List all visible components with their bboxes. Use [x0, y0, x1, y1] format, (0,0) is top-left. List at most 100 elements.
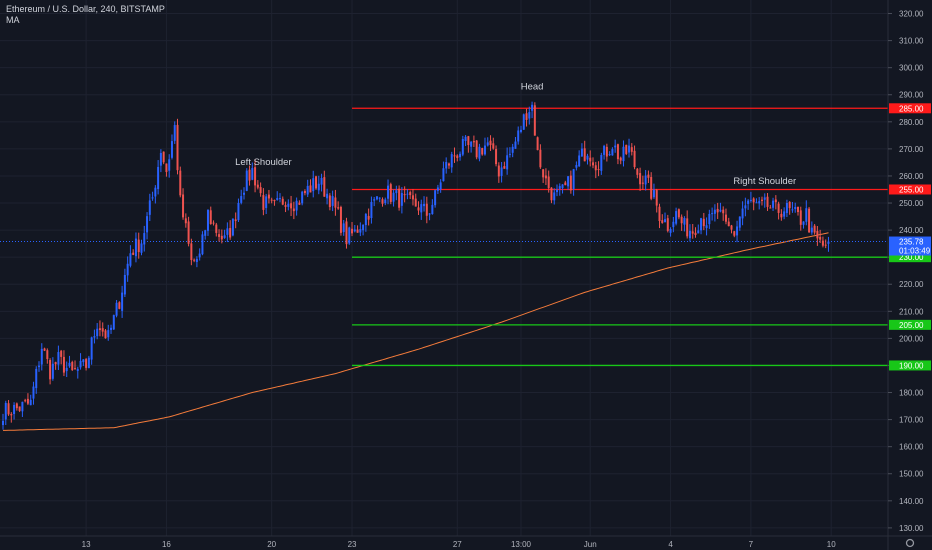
candle-body	[237, 203, 239, 220]
candle	[63, 350, 65, 376]
candle	[118, 301, 120, 309]
candle	[487, 137, 489, 146]
candle	[201, 231, 203, 255]
candle-body	[708, 214, 710, 224]
candle	[719, 203, 721, 213]
candle	[467, 136, 469, 153]
candle	[526, 109, 528, 127]
candle-body	[121, 293, 123, 311]
candle-body	[514, 142, 516, 149]
candle-body	[440, 182, 442, 189]
candle-body	[520, 130, 522, 132]
candle-body	[539, 150, 541, 168]
candle-body	[617, 144, 619, 159]
candle	[351, 222, 353, 236]
candle	[46, 348, 48, 363]
candle	[124, 269, 126, 297]
candle-body	[595, 165, 597, 170]
candle	[129, 245, 131, 267]
candle-body	[611, 149, 613, 155]
ma-line	[3, 233, 829, 431]
candle	[282, 196, 284, 205]
indicator-label[interactable]: MA	[6, 15, 165, 26]
candle-body	[55, 362, 57, 364]
candle	[152, 192, 154, 201]
candle	[52, 357, 54, 381]
symbol-title[interactable]: Ethereum / U.S. Dollar, 240, BITSTAMP	[6, 4, 165, 15]
candle-body	[373, 199, 375, 200]
candle	[82, 359, 84, 366]
candle-body	[282, 199, 284, 205]
candle	[728, 218, 730, 227]
candle-body	[285, 205, 287, 207]
candle-body	[276, 198, 278, 200]
candle	[481, 148, 483, 156]
candle-body	[318, 184, 320, 191]
candle	[725, 209, 727, 225]
candle	[406, 189, 408, 199]
candle	[598, 161, 600, 176]
candle	[592, 157, 594, 168]
candle-body	[706, 225, 708, 228]
candle-body	[692, 231, 694, 233]
gear-ring	[907, 540, 914, 547]
candle-body	[772, 201, 774, 208]
candle-body	[116, 303, 118, 316]
candle	[448, 163, 450, 169]
candle-body	[492, 143, 494, 148]
candle	[814, 224, 816, 235]
candle-body	[118, 302, 120, 309]
candle	[465, 135, 467, 146]
candle-body	[775, 199, 777, 202]
candle-body	[32, 387, 34, 399]
candle	[567, 176, 569, 190]
candle-body	[5, 403, 7, 419]
candle	[783, 207, 785, 219]
candle-body	[404, 194, 406, 195]
candle-body	[742, 209, 744, 219]
price-levels	[0, 108, 888, 365]
candle-body	[650, 177, 652, 199]
candle-body	[556, 190, 558, 192]
candle	[235, 212, 237, 228]
x-tick-label: Jun	[584, 540, 597, 549]
candle-body	[235, 219, 237, 221]
candle	[315, 176, 317, 190]
candle-body	[517, 130, 519, 141]
candle-body	[567, 176, 569, 186]
candle	[800, 207, 802, 231]
candle-body	[243, 193, 245, 195]
candle-body	[395, 190, 397, 193]
candle-body	[154, 188, 156, 197]
candle-body	[614, 146, 616, 148]
candle-body	[470, 142, 472, 147]
candle-body	[365, 214, 367, 225]
candle	[437, 185, 439, 194]
candle	[581, 143, 583, 157]
candle-body	[456, 156, 458, 158]
candle	[681, 214, 683, 230]
candle	[113, 315, 115, 330]
candle-body	[797, 207, 799, 212]
candle-body	[326, 194, 328, 199]
candle-body	[528, 112, 530, 118]
candle-body	[71, 362, 73, 370]
candle-body	[91, 337, 93, 359]
settings-gear-icon[interactable]	[907, 540, 914, 547]
candle-body	[340, 207, 342, 233]
candle-body	[600, 155, 602, 171]
candle	[2, 414, 4, 430]
candle-body	[85, 359, 87, 368]
chart-legend: Ethereum / U.S. Dollar, 240, BITSTAMP MA	[6, 4, 165, 26]
candle	[609, 151, 611, 156]
candle	[199, 248, 201, 260]
candle	[390, 183, 392, 204]
candle-body	[135, 239, 137, 257]
candle	[93, 330, 95, 344]
candle	[146, 212, 148, 239]
candle	[645, 170, 647, 191]
candle-body	[262, 195, 264, 210]
candle	[670, 227, 672, 236]
candle	[157, 160, 159, 194]
